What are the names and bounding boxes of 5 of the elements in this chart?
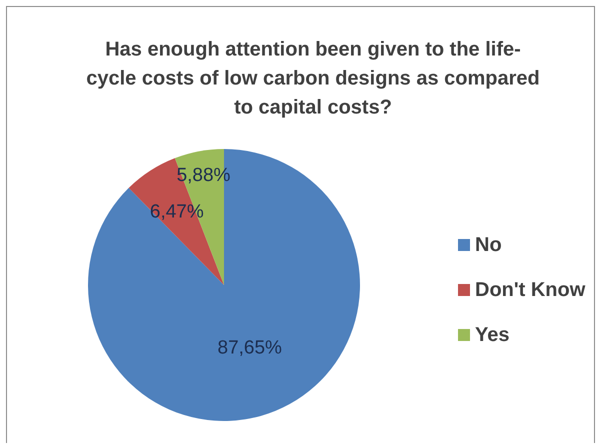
- legend-label: No: [475, 234, 502, 256]
- data-label: 87,65%: [218, 337, 282, 358]
- chart-title: Has enough attention been given to the life-cycle costs of low carbon designs as compared to capital costs?: [86, 38, 540, 118]
- legend-label: Don't Know: [475, 279, 586, 301]
- legend-label: Yes: [475, 324, 510, 346]
